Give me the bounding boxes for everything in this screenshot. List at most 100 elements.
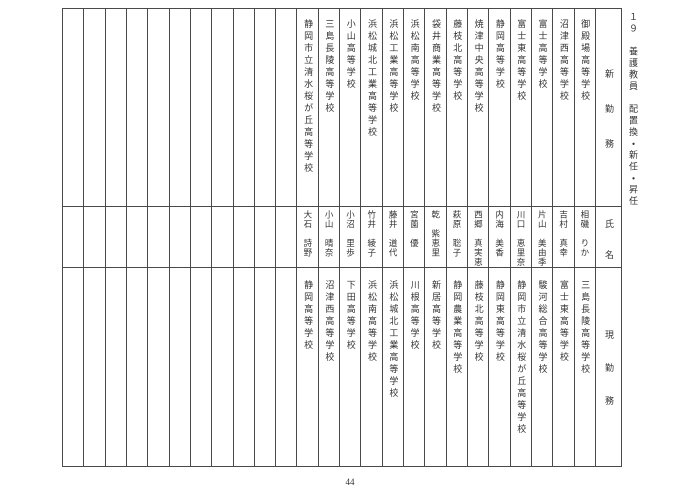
name-text: 大石 詩野 — [302, 210, 313, 258]
cell-new-post: 三島長陵高等学校 — [318, 9, 340, 207]
table-column: 焼津中央高等学校 西郷 真実恵 藤枝北高等学校 — [467, 9, 490, 466]
new-post-text: 沼津西高等学校 — [558, 19, 569, 103]
cell-current-post — [255, 268, 275, 466]
cell-current-post: 川根高等学校 — [404, 268, 424, 466]
current-post-text: 静岡農業高等学校 — [452, 280, 463, 376]
cell-name — [84, 207, 105, 268]
cell-new-post: 袋井商業高等学校 — [425, 9, 446, 207]
name-text: 藤井 道代 — [388, 210, 399, 258]
cell-name — [276, 207, 297, 268]
cell-new-post — [63, 9, 84, 207]
table-column: 三島長陵高等学校 小山 晴奈 沼津西高等学校 — [318, 9, 341, 466]
cell-new-post: 浜松南高等学校 — [404, 9, 425, 207]
table-column — [126, 9, 149, 466]
new-post-text: 静岡市立清水桜が丘高等学校 — [303, 19, 314, 175]
cell-current-post — [191, 268, 211, 466]
header-new-post: 新勤務 — [596, 9, 621, 207]
cell-new-post — [148, 9, 169, 207]
current-post-text: 浜松南高等学校 — [367, 280, 378, 364]
new-post-text: 富士高等学校 — [537, 19, 548, 91]
table-columns: 静岡市立清水桜が丘高等学校 大石 詩野 静岡高等学校 三島長陵高等学校 小山 晴… — [63, 9, 596, 466]
cell-name: 片山 美由季 — [531, 207, 553, 268]
current-post-text: 駿河総合高等学校 — [537, 280, 548, 376]
table-column — [190, 9, 213, 466]
current-post-text: 藤枝北高等学校 — [473, 280, 484, 364]
current-post-text: 三島長陵高等学校 — [580, 280, 591, 376]
cell-new-post — [190, 9, 212, 207]
cell-new-post: 富士高等学校 — [531, 9, 553, 207]
table-column: 富士高等学校 片山 美由季 駿河総合高等学校 — [531, 9, 554, 466]
name-text: 吉村 真幸 — [558, 210, 569, 258]
current-post-text: 川根高等学校 — [409, 280, 420, 352]
name-text: 相磯 りか — [579, 210, 590, 258]
cell-current-post — [170, 268, 190, 466]
new-post-text: 藤枝北高等学校 — [452, 19, 463, 103]
cell-new-post — [276, 9, 297, 207]
cell-new-post — [105, 9, 126, 207]
name-text: 小山 晴奈 — [324, 210, 335, 258]
cell-new-post: 浜松工業高等学校 — [382, 9, 403, 207]
cell-name: 吉村 真幸 — [553, 207, 574, 268]
new-post-text: 静岡高等学校 — [494, 19, 505, 91]
table-column — [233, 9, 255, 466]
page-number: 44 — [345, 477, 355, 487]
name-text: 乾 紫恵里 — [430, 210, 441, 258]
table-column — [276, 9, 298, 466]
table-column — [148, 9, 170, 466]
cell-new-post: 焼津中央高等学校 — [467, 9, 489, 207]
cell-name — [190, 207, 212, 268]
new-post-text: 浜松城北工業高等学校 — [367, 19, 378, 139]
cell-current-post: 富士東高等学校 — [553, 268, 573, 466]
name-text: 竹井 綾子 — [366, 210, 377, 258]
cell-current-post — [276, 268, 296, 466]
cell-new-post: 藤枝北高等学校 — [446, 9, 467, 207]
table-column — [254, 9, 277, 466]
cell-name: 小山 晴奈 — [318, 207, 340, 268]
cell-current-post: 藤枝北高等学校 — [468, 268, 488, 466]
cell-name: 竹井 綾子 — [361, 207, 382, 268]
new-post-text: 三島長陵高等学校 — [324, 19, 335, 115]
cell-name: 萩原 聡子 — [446, 207, 467, 268]
cell-current-post: 沼津西高等学校 — [319, 268, 339, 466]
cell-new-post — [84, 9, 105, 207]
cell-current-post — [63, 268, 83, 466]
cell-new-post: 沼津西高等学校 — [553, 9, 574, 207]
cell-name: 乾 紫恵里 — [425, 207, 446, 268]
name-text: 萩原 聡子 — [452, 210, 463, 258]
cell-name — [254, 207, 276, 268]
cell-current-post: 静岡市立清水桜が丘高等学校 — [511, 268, 531, 466]
table-column — [169, 9, 191, 466]
new-post-text: 御殿場高等学校 — [580, 19, 591, 103]
table-column: 浜松城北工業高等学校 竹井 綾子 浜松南高等学校 — [361, 9, 383, 466]
cell-current-post: 新居高等学校 — [425, 268, 445, 466]
cell-current-post — [212, 268, 232, 466]
cell-current-post: 静岡高等学校 — [297, 268, 317, 466]
cell-name — [126, 207, 148, 268]
cell-new-post: 浜松城北工業高等学校 — [361, 9, 382, 207]
cell-new-post: 富士東高等学校 — [510, 9, 531, 207]
cell-name: 大石 詩野 — [297, 207, 318, 268]
table-column: 富士東高等学校 川口 恵里奈 静岡市立清水桜が丘高等学校 — [510, 9, 532, 466]
new-post-text: 焼津中央高等学校 — [473, 19, 484, 115]
cell-name — [105, 207, 126, 268]
header-current-post: 現勤務 — [596, 268, 621, 466]
cell-name: 相磯 りか — [574, 207, 595, 268]
cell-name — [233, 207, 254, 268]
table-column: 小山高等学校 小沼 里歩 下田高等学校 — [340, 9, 362, 466]
name-text: 小沼 里歩 — [345, 210, 356, 258]
cell-current-post — [106, 268, 126, 466]
cell-current-post — [234, 268, 254, 466]
name-text: 西郷 真実恵 — [473, 210, 484, 267]
cell-new-post — [169, 9, 190, 207]
current-post-text: 沼津西高等学校 — [324, 280, 335, 364]
name-text: 内海 美香 — [494, 210, 505, 258]
cell-name — [169, 207, 190, 268]
current-post-text: 新居高等学校 — [430, 280, 441, 352]
cell-name — [63, 207, 84, 268]
cell-current-post — [148, 268, 168, 466]
cell-name: 宮薗 優 — [404, 207, 425, 268]
table-column: 藤枝北高等学校 萩原 聡子 静岡農業高等学校 — [446, 9, 468, 466]
cell-name: 川口 恵里奈 — [510, 207, 531, 268]
table-column: 御殿場高等学校 相磯 りか 三島長陵高等学校 — [574, 9, 596, 466]
